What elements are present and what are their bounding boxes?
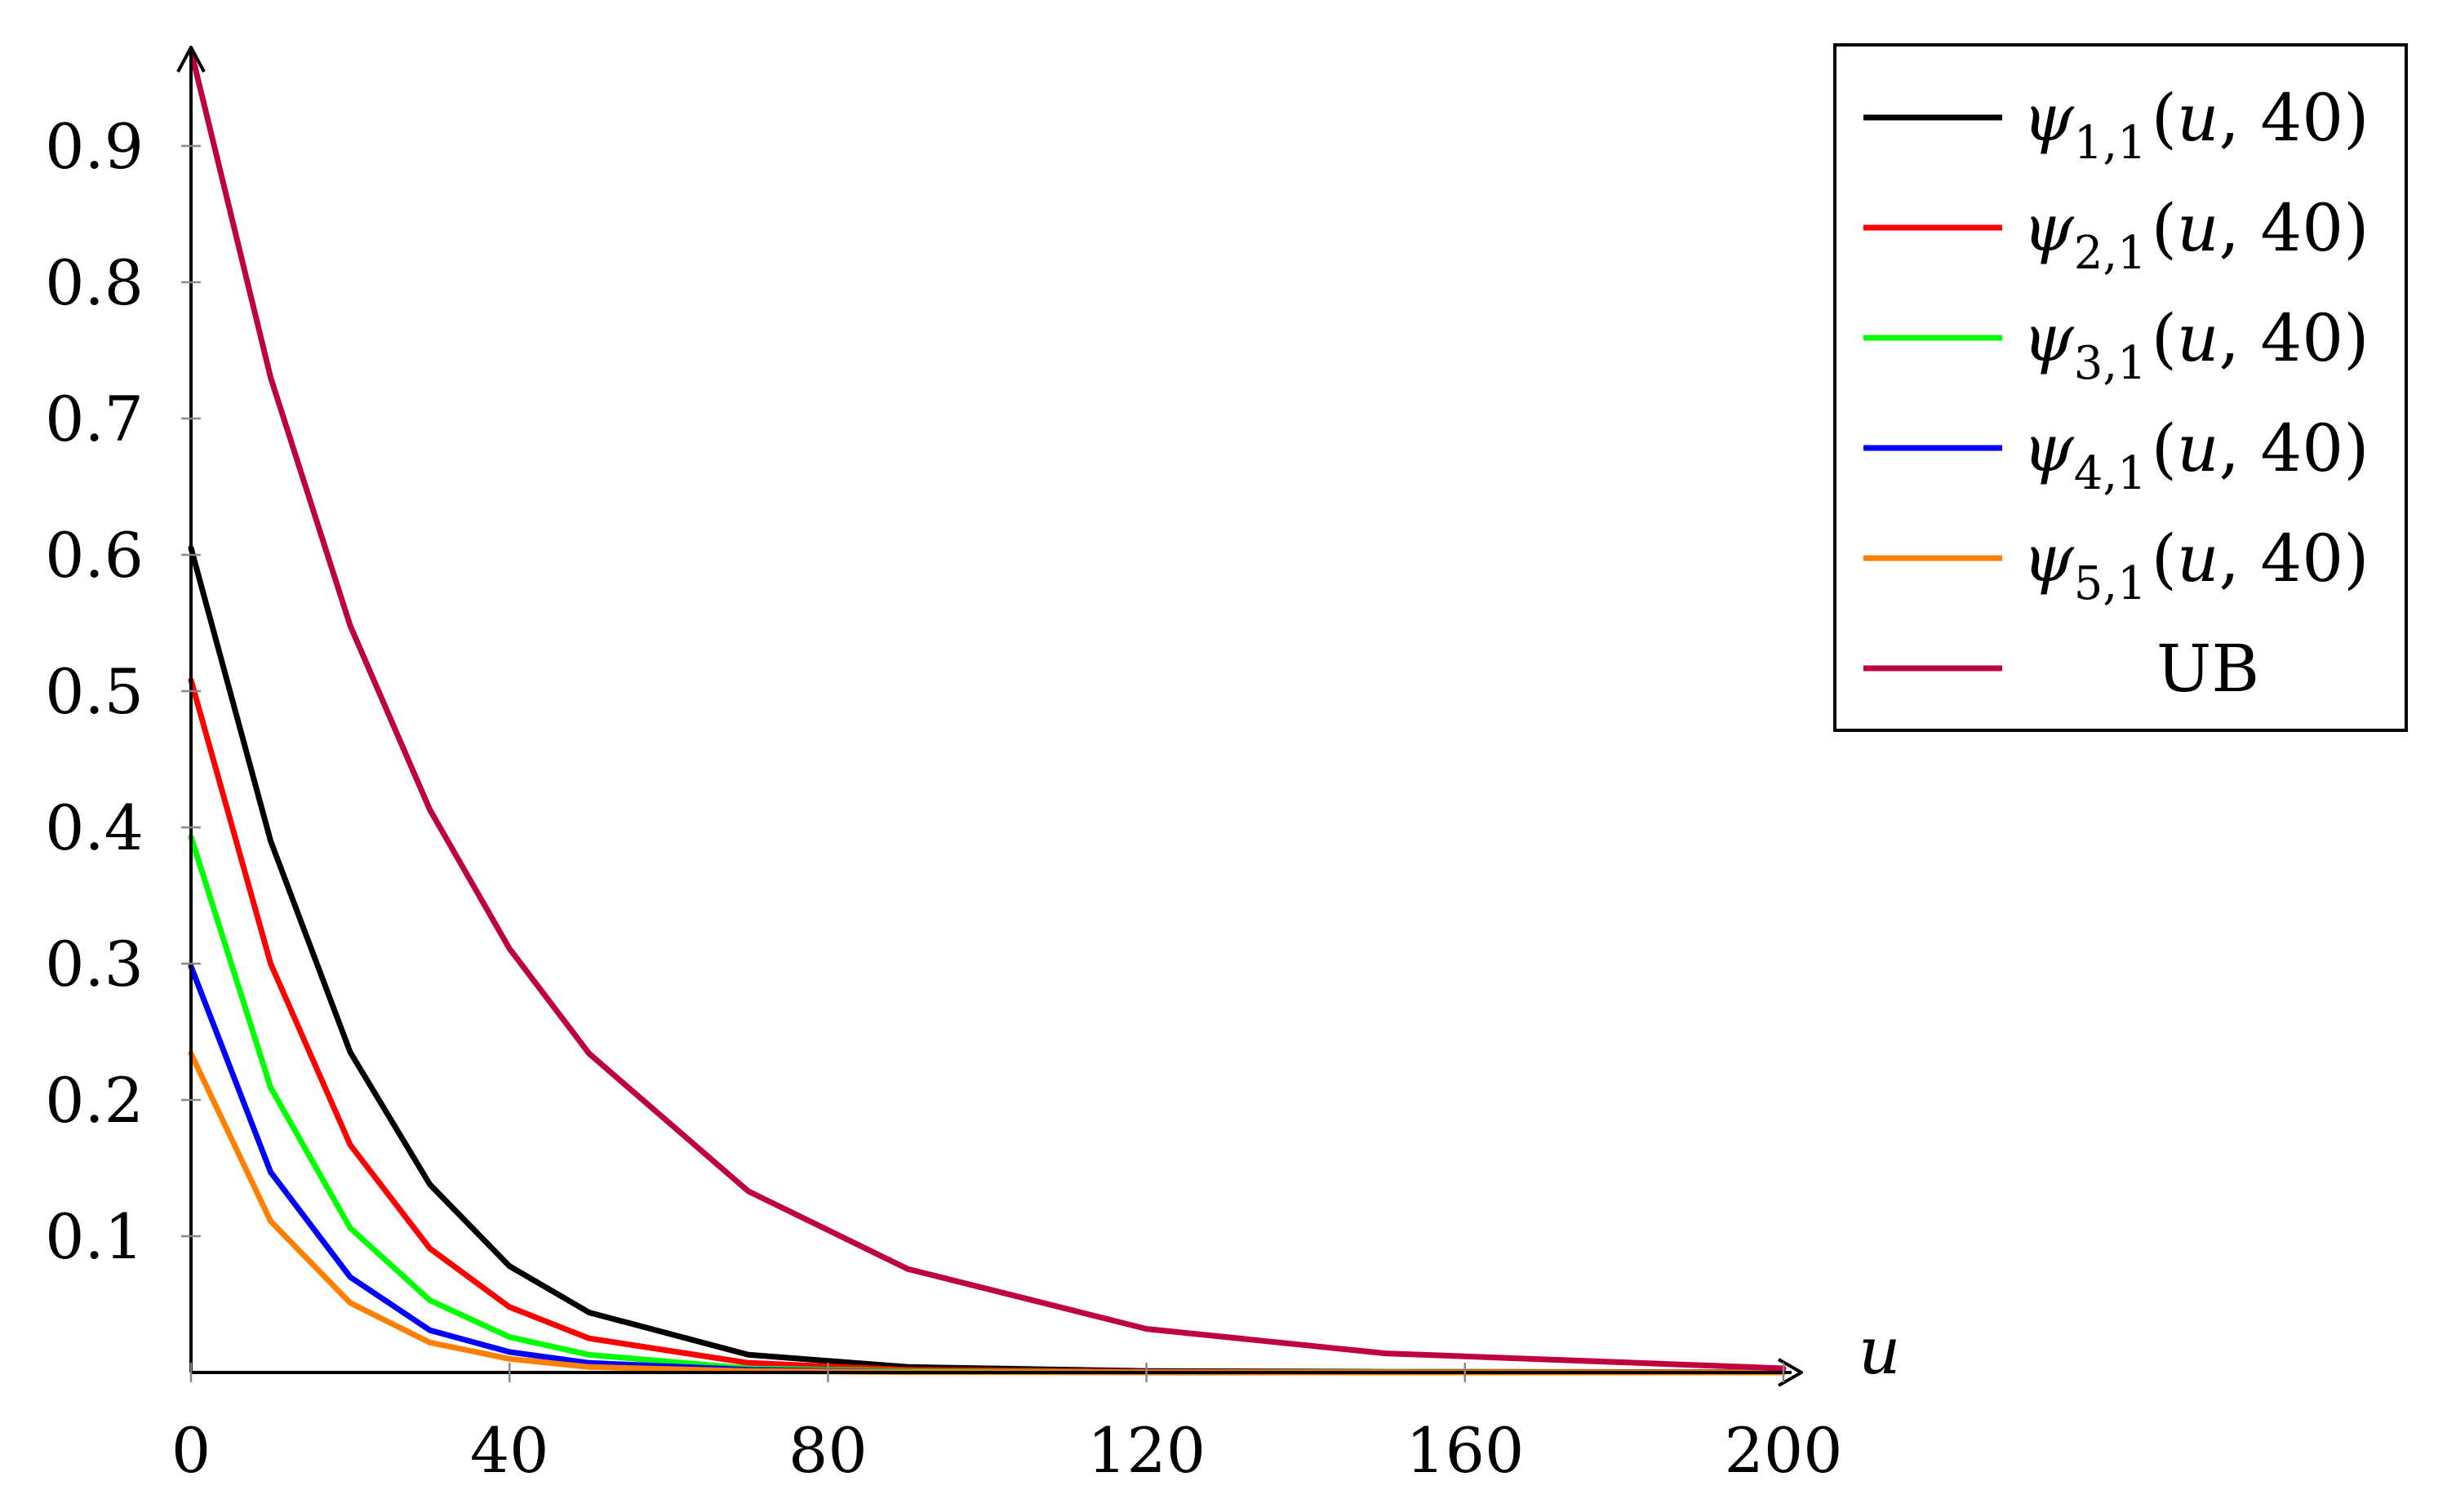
y-tick-label: 0.1 [45,1200,144,1273]
tick-labels: u 0 40 80 120 160 200 0.1 0.2 0.3 0.4 0.5 0.6 0.7 0.8 0… [45,110,1900,1487]
legend-symbol: ψ [2023,80,2075,156]
legend-arg-var: u [2177,410,2219,486]
legend-arg-open: ( [2152,521,2177,596]
legend-symbol: ψ [2023,410,2075,486]
legend-subscript: 5,1 [2074,557,2147,610]
legend-arg-open: ( [2152,80,2177,156]
legend-symbol: ψ [2023,521,2075,596]
legend-arg-open: ( [2152,300,2177,376]
y-tick-label: 0.4 [45,791,144,864]
y-tick-label: 0.5 [45,655,144,728]
y-tick-label: 0.3 [45,928,144,1000]
legend-subscript: 2,1 [2074,227,2147,280]
y-tick-label: 0.8 [45,246,144,319]
legend-label: ψ1,1(u, 40) [2023,80,2369,170]
legend-arg-var: u [2177,190,2219,266]
x-tick-label: 120 [1087,1414,1206,1487]
series-line-4 [188,963,1787,1376]
y-tick-label: 0.7 [45,383,144,455]
y-axis-arrow-icon [176,46,206,73]
x-tick-label: 40 [470,1414,549,1487]
legend-arg-rest: , 40) [2219,410,2369,486]
legend-arg-open: ( [2152,190,2177,266]
series-line-2 [188,677,1787,1376]
legend-subscript: 4,1 [2074,447,2147,500]
legend-symbol: ψ [2023,300,2075,376]
x-tick-label: 80 [788,1414,868,1487]
legend: ψ1,1(u, 40)ψ2,1(u, 40)ψ3,1(u, 40)ψ4,1(u,… [1833,43,2408,732]
legend-subscript: 1,1 [2074,117,2147,170]
legend-arg-rest: , 40) [2219,300,2369,376]
x-tick-label: 0 [171,1414,211,1487]
x-axis-label: u [1859,1313,1901,1389]
y-tick-label: 0.6 [45,519,144,592]
series-line-3 [188,834,1787,1376]
legend-symbol: ψ [2023,190,2075,266]
legend-arg-open: ( [2152,410,2177,486]
legend-label: UB [2156,631,2259,707]
legend-subscript: 3,1 [2074,337,2147,390]
legend-label: ψ2,1(u, 40) [2023,190,2369,280]
x-tick-label: 200 [1724,1414,1842,1487]
x-tick-label: 160 [1406,1414,1524,1487]
series-line-5 [188,1050,1787,1376]
legend-label: ψ4,1(u, 40) [2023,410,2369,500]
legend-arg-rest: , 40) [2219,80,2369,156]
legend-arg-var: u [2177,80,2219,156]
legend-label: ψ5,1(u, 40) [2023,521,2369,610]
legend-arg-rest: , 40) [2219,190,2369,266]
legend-box [1833,43,2408,732]
legend-arg-var: u [2177,521,2219,596]
legend-label: ψ3,1(u, 40) [2023,300,2369,390]
plot-lines [188,47,1787,1376]
axes [176,46,1803,1387]
legend-arg-rest: , 40) [2219,521,2369,596]
y-tick-label: 0.2 [45,1064,144,1137]
y-tick-label: 0.9 [45,110,144,183]
legend-arg-var: u [2177,300,2219,376]
x-axis-arrow-icon [1778,1358,1803,1387]
series-line-6 [188,47,1787,1372]
tick-marks [181,144,1785,1382]
